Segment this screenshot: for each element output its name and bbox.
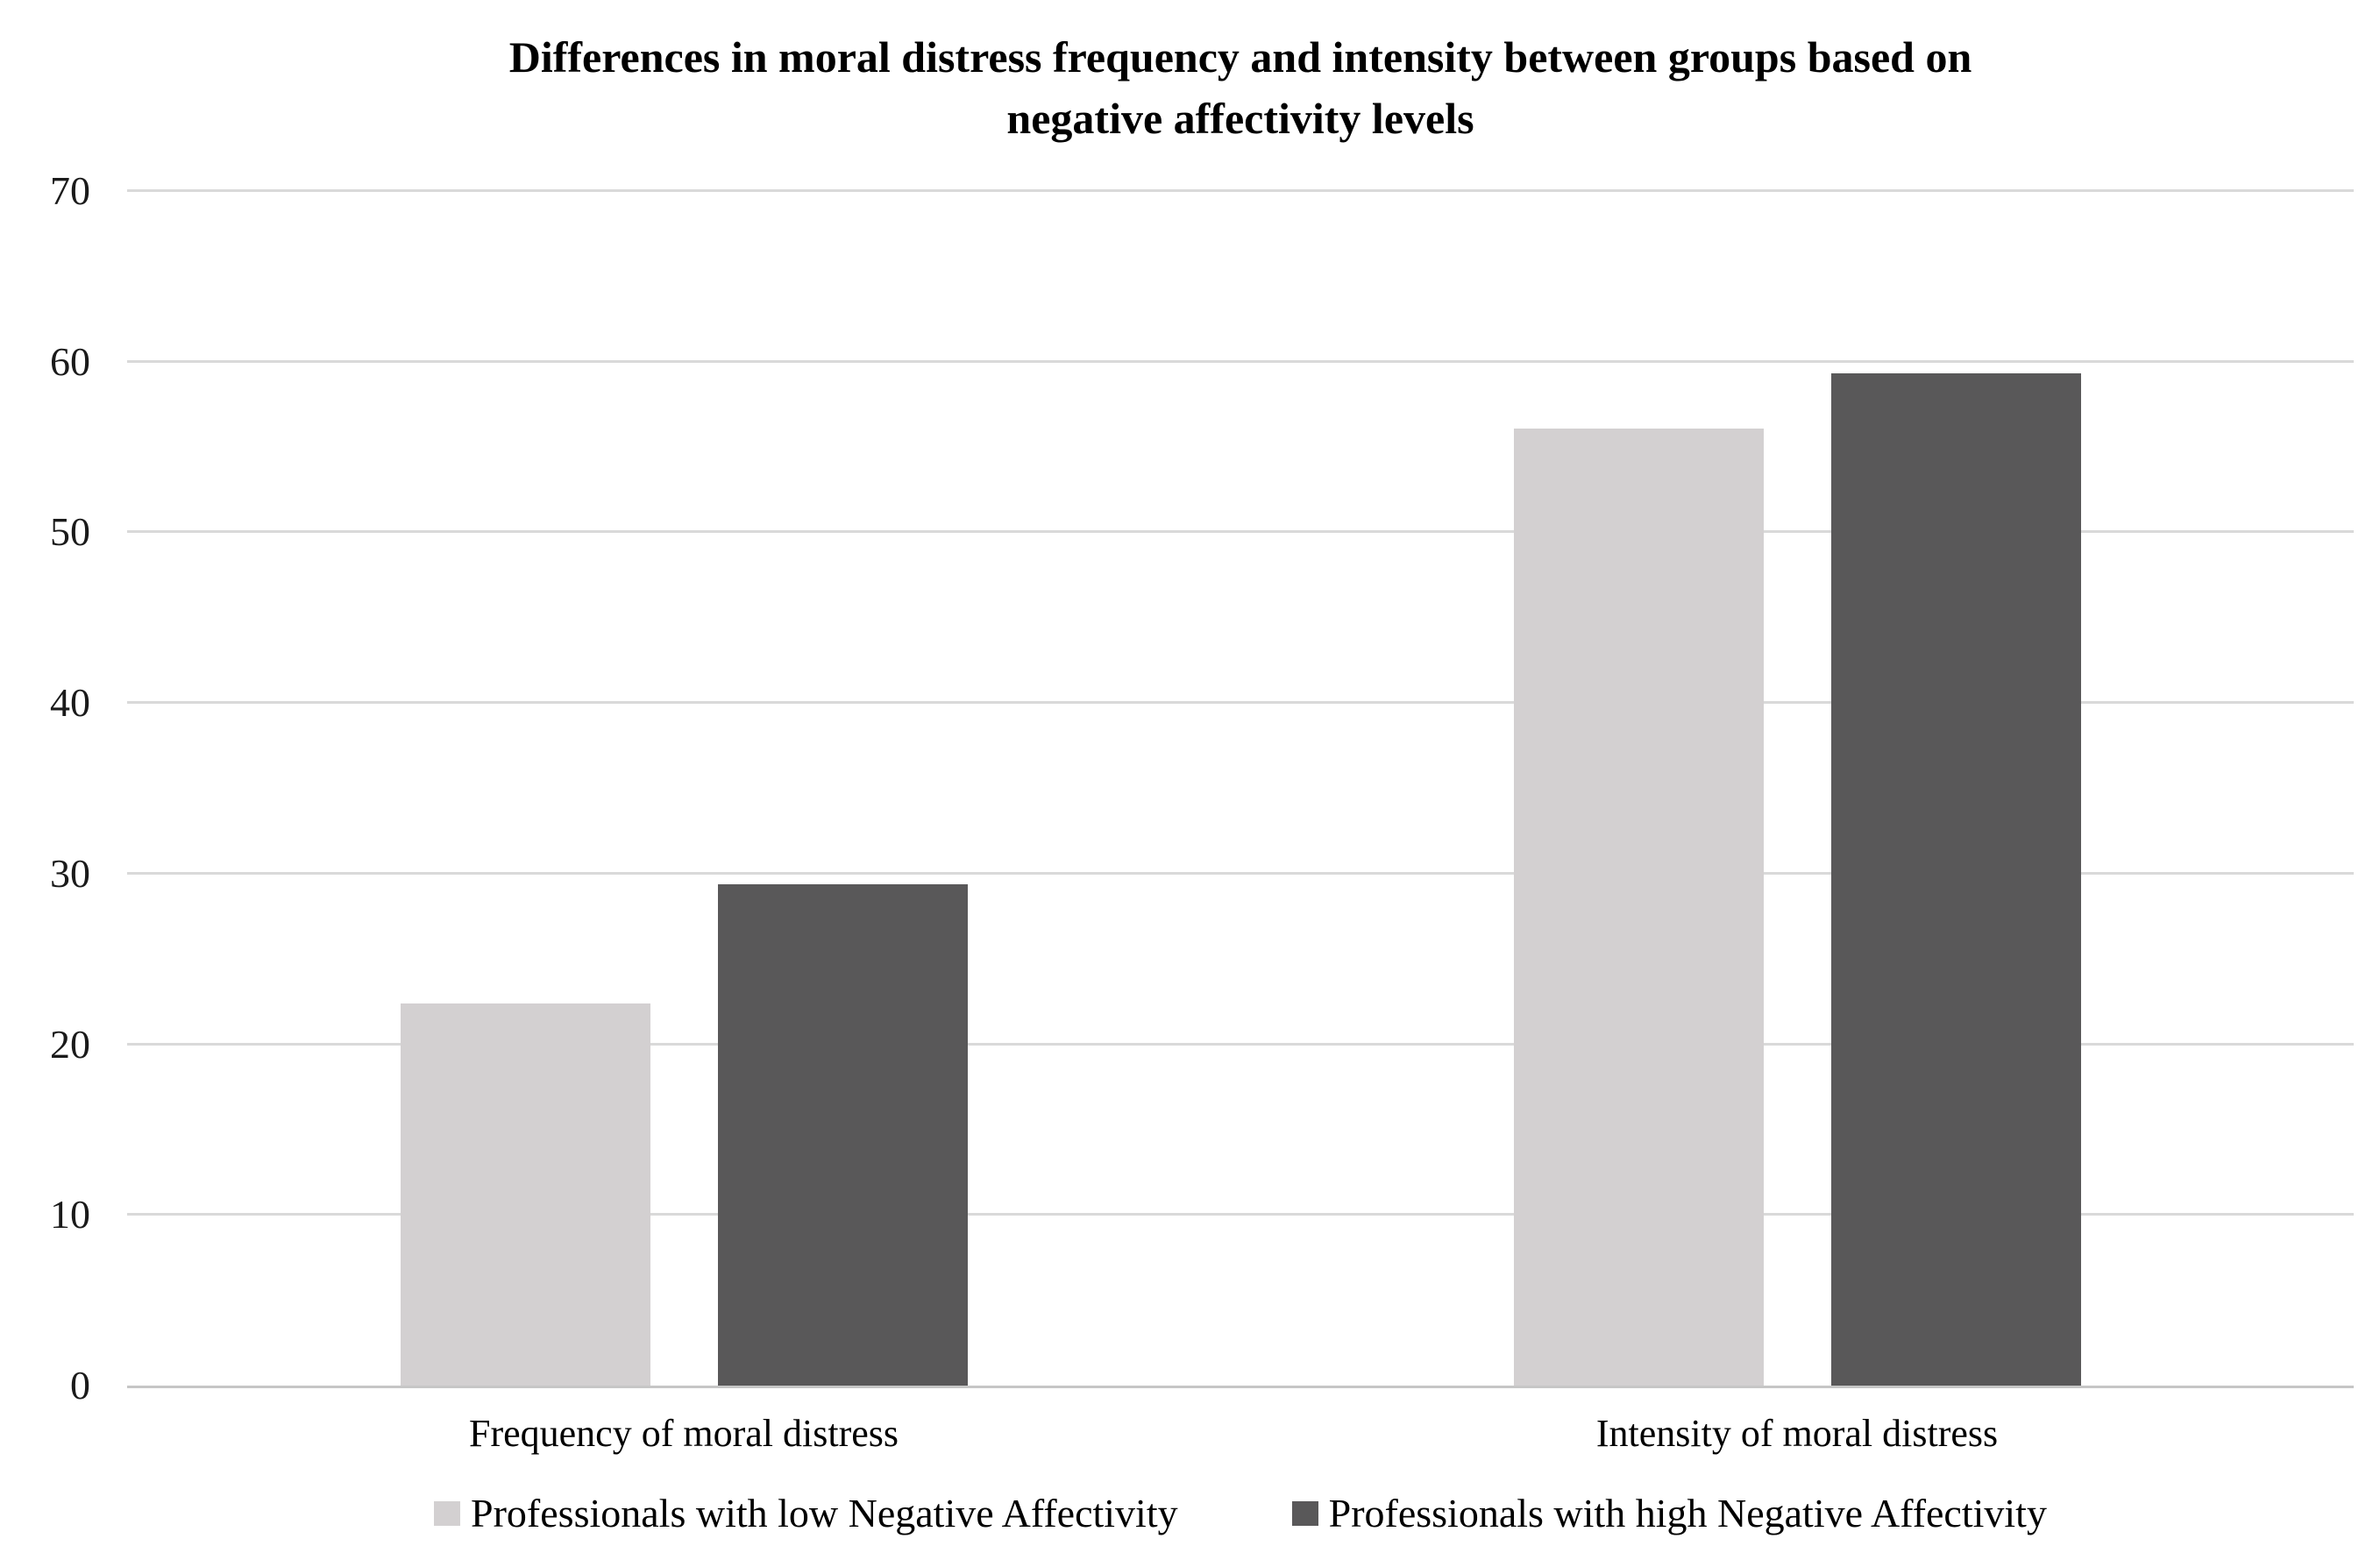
y-tick-label-40: 40 bbox=[50, 680, 90, 726]
gridline-30 bbox=[127, 871, 2354, 875]
y-tick-label-70: 70 bbox=[50, 168, 90, 213]
y-tick-label-0: 0 bbox=[70, 1363, 90, 1407]
y-tick-label-20: 20 bbox=[50, 1021, 90, 1067]
bar-low-na-intensity bbox=[1513, 428, 1764, 1386]
plot-area bbox=[127, 189, 2354, 1388]
legend-item-high-negative-affectivity: Professionals with high Negative Affecti… bbox=[1291, 1490, 2047, 1536]
legend: Professionals with low Negative Affectiv… bbox=[127, 1490, 2354, 1536]
gridline-20 bbox=[127, 1042, 2354, 1046]
y-tick-label-10: 10 bbox=[50, 1192, 90, 1237]
chart-title-line2: negative affectivity levels bbox=[1006, 94, 1474, 143]
bar-high-na-intensity bbox=[1830, 373, 2081, 1386]
gridline-60 bbox=[127, 359, 2354, 363]
legend-label-high: Professionals with high Negative Affecti… bbox=[1328, 1491, 2047, 1535]
gridline-40 bbox=[127, 701, 2354, 705]
x-axis-category-labels: Frequency of moral distress Intensity of… bbox=[127, 1412, 2354, 1455]
y-tick-label-60: 60 bbox=[50, 338, 90, 384]
bar-group-frequency bbox=[127, 191, 1240, 1386]
y-axis-tick-labels: 0 10 20 30 40 50 60 70 bbox=[0, 171, 90, 1406]
gridline-70 bbox=[127, 189, 2354, 192]
y-tick-label-30: 30 bbox=[50, 850, 90, 896]
chart-title-line1: Differences in moral distress frequency … bbox=[508, 32, 1972, 82]
legend-swatch-low-icon bbox=[434, 1500, 461, 1526]
legend-swatch-high-icon bbox=[1291, 1500, 1318, 1526]
y-tick-label-50: 50 bbox=[50, 509, 90, 555]
bar-high-na-frequency bbox=[717, 883, 968, 1386]
category-label-frequency: Frequency of moral distress bbox=[469, 1412, 899, 1455]
bar-group-intensity bbox=[1240, 191, 2354, 1386]
category-label-intensity: Intensity of moral distress bbox=[1595, 1412, 1999, 1455]
bar-low-na-frequency bbox=[400, 1003, 650, 1386]
legend-label-low: Professionals with low Negative Affectiv… bbox=[471, 1491, 1178, 1535]
bar-groups bbox=[127, 191, 2354, 1386]
chart-title: Differences in moral distress frequency … bbox=[127, 26, 2354, 149]
legend-item-low-negative-affectivity: Professionals with low Negative Affectiv… bbox=[434, 1490, 1178, 1536]
gridline-50 bbox=[127, 530, 2354, 534]
gridline-10 bbox=[127, 1213, 2354, 1216]
